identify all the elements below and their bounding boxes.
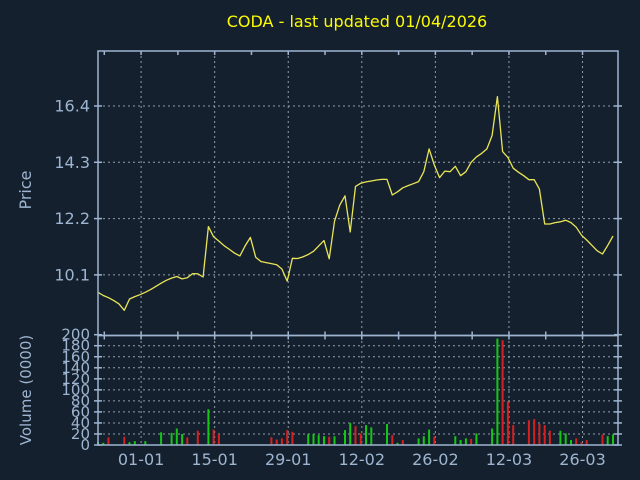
- volume-bar: [107, 437, 110, 445]
- volume-bar: [575, 438, 578, 445]
- volume-bar: [396, 442, 399, 445]
- volume-bar: [359, 433, 362, 445]
- volume-axis-title: Volume (0000): [17, 335, 35, 445]
- volume-bar: [548, 430, 551, 445]
- volume-bar: [527, 420, 530, 445]
- price-line: [97, 95, 614, 311]
- volume-bar: [464, 438, 467, 445]
- volume-tick-label: 0: [80, 436, 90, 454]
- volume-bar: [386, 424, 388, 445]
- x-tick-label: 12-02: [339, 450, 386, 469]
- volume-bar: [370, 427, 373, 445]
- volume-bar: [580, 442, 583, 445]
- x-tick-label: 15-01: [191, 450, 238, 469]
- volume-bar: [175, 428, 178, 445]
- volume-bar: [491, 428, 494, 445]
- volume-bar: [506, 401, 509, 445]
- volume-bar: [570, 440, 572, 445]
- volume-bar: [123, 436, 126, 445]
- volume-bar: [170, 432, 173, 445]
- volume-bar: [317, 435, 320, 445]
- volume-bar: [422, 436, 425, 445]
- volume-bar: [564, 433, 567, 445]
- volume-bar: [207, 409, 210, 445]
- chart-title: CODA - last updated 01/04/2026: [227, 12, 487, 31]
- volume-bar: [428, 429, 431, 445]
- volume-bar: [212, 429, 215, 445]
- volume-bar: [543, 425, 546, 445]
- volume-bar: [133, 441, 136, 445]
- volume-tick-label: 180: [61, 337, 90, 355]
- volume-bar: [280, 438, 283, 445]
- volume-bar: [186, 437, 189, 445]
- price-tick-label: 10.1: [54, 265, 90, 284]
- volume-tick-label: 60: [71, 403, 90, 421]
- volume-bar: [533, 419, 536, 445]
- x-tick-label: 01-01: [118, 450, 165, 469]
- volume-bar: [333, 436, 336, 445]
- volume-bar: [512, 425, 515, 445]
- volume-bar: [144, 441, 147, 445]
- volume-tick-label: 140: [61, 359, 90, 377]
- volume-bar: [585, 440, 588, 445]
- x-tick-label: 26-02: [412, 450, 459, 469]
- volume-bar: [181, 434, 184, 445]
- volume-tick-label: 20: [71, 425, 90, 443]
- price-tick-label: 16.4: [54, 96, 90, 115]
- x-tick-label: 26-03: [559, 450, 606, 469]
- volume-bar: [344, 430, 346, 445]
- volume-bar: [417, 438, 420, 445]
- volume-tick-label: 120: [61, 370, 90, 388]
- volume-bar: [291, 431, 294, 445]
- volume-tick-label: 80: [71, 392, 90, 410]
- volume-tick-label: 160: [61, 348, 90, 366]
- volume-bar: [454, 436, 457, 445]
- volume-bar: [612, 434, 614, 445]
- volume-bar: [501, 340, 504, 445]
- volume-bar: [354, 426, 357, 445]
- volume-bar: [312, 434, 315, 445]
- x-tick-label: 29-01: [265, 450, 312, 469]
- volume-bar: [160, 432, 163, 445]
- x-tick-label: 12-03: [486, 450, 533, 469]
- volume-tick-label: 100: [61, 381, 90, 399]
- volume-bar: [365, 425, 367, 445]
- price-tick-label: 12.2: [54, 209, 90, 228]
- volume-bar: [328, 436, 331, 445]
- volume-bar: [601, 434, 604, 445]
- volume-bar: [401, 440, 404, 445]
- volume-bar: [307, 434, 310, 445]
- volume-bar: [270, 437, 273, 445]
- volume-bar: [559, 430, 562, 445]
- volume-tick-label: 40: [71, 414, 90, 432]
- volume-bar: [459, 440, 462, 445]
- volume-tick-label: 200: [61, 326, 90, 344]
- volume-bar: [128, 442, 131, 445]
- volume-bar: [323, 436, 325, 445]
- volume-bar: [391, 435, 394, 445]
- volume-bar: [606, 436, 609, 445]
- volume-bar: [475, 433, 478, 445]
- price-tick-label: 14.3: [54, 153, 90, 172]
- volume-bar: [470, 438, 473, 445]
- volume-bar: [538, 424, 541, 445]
- volume-bar: [433, 436, 436, 445]
- volume-bar: [102, 442, 105, 445]
- volume-bar: [496, 338, 499, 445]
- volume-bar: [217, 434, 220, 445]
- price-axis-title: Price: [16, 170, 35, 209]
- volume-bar: [286, 430, 289, 445]
- volume-bar: [349, 422, 352, 445]
- volume-bar: [275, 439, 278, 445]
- volume-bar: [196, 430, 199, 445]
